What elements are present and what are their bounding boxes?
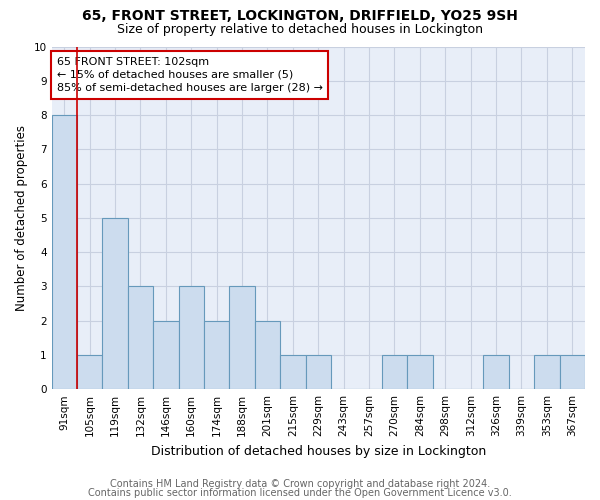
Bar	[153, 320, 179, 389]
Text: 65 FRONT STREET: 102sqm
← 15% of detached houses are smaller (5)
85% of semi-det: 65 FRONT STREET: 102sqm ← 15% of detache…	[57, 57, 323, 93]
Bar	[179, 286, 204, 389]
Text: 65, FRONT STREET, LOCKINGTON, DRIFFIELD, YO25 9SH: 65, FRONT STREET, LOCKINGTON, DRIFFIELD,…	[82, 9, 518, 23]
Bar	[103, 218, 128, 389]
Bar	[204, 320, 229, 389]
Bar	[77, 355, 103, 389]
Bar	[560, 355, 585, 389]
Text: Size of property relative to detached houses in Lockington: Size of property relative to detached ho…	[117, 22, 483, 36]
X-axis label: Distribution of detached houses by size in Lockington: Distribution of detached houses by size …	[151, 444, 486, 458]
Bar	[484, 355, 509, 389]
Bar	[255, 320, 280, 389]
Text: Contains HM Land Registry data © Crown copyright and database right 2024.: Contains HM Land Registry data © Crown c…	[110, 479, 490, 489]
Bar	[534, 355, 560, 389]
Bar	[407, 355, 433, 389]
Bar	[52, 115, 77, 389]
Y-axis label: Number of detached properties: Number of detached properties	[15, 125, 28, 311]
Bar	[128, 286, 153, 389]
Bar	[305, 355, 331, 389]
Bar	[280, 355, 305, 389]
Bar	[229, 286, 255, 389]
Bar	[382, 355, 407, 389]
Text: Contains public sector information licensed under the Open Government Licence v3: Contains public sector information licen…	[88, 488, 512, 498]
